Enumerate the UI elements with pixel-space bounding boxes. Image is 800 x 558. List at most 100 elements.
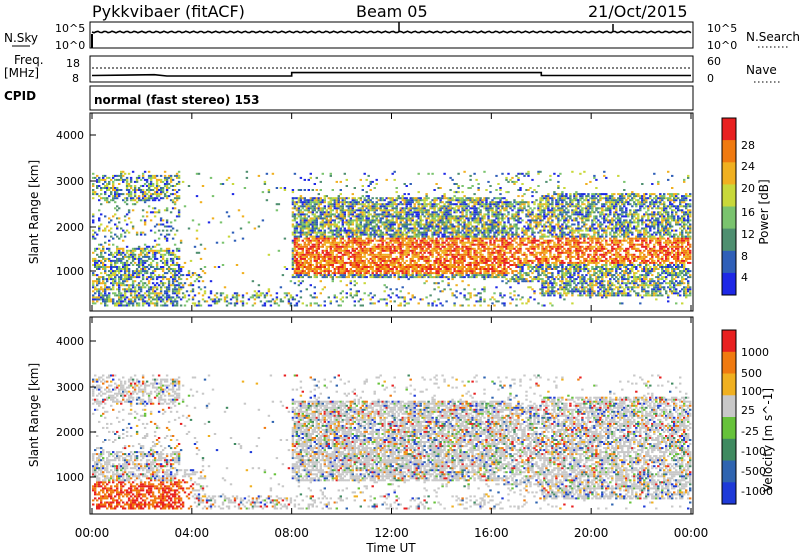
range-gate-cell [408, 268, 410, 270]
range-gate-cell [362, 195, 364, 197]
range-gate-cell [130, 262, 132, 264]
range-gate-cell [296, 217, 298, 219]
range-gate-cell [316, 177, 318, 179]
range-gate-cell [178, 272, 180, 274]
range-gate-cell [354, 197, 356, 199]
range-gate-cell [246, 171, 248, 173]
beam-title: Beam 05 [356, 2, 428, 21]
range-gate-cell [449, 248, 451, 250]
range-gate-cell [94, 232, 96, 234]
range-gate-cell [421, 254, 423, 256]
range-gate-cell [390, 274, 392, 276]
range-gate-cell [186, 300, 188, 302]
range-gate-cell [451, 278, 453, 280]
range-gate-cell [122, 175, 124, 177]
range-gate-cell [469, 254, 471, 256]
range-gate-cell [408, 232, 410, 234]
range-gate-cell [487, 215, 489, 217]
range-gate-cell [493, 228, 495, 230]
range-gate-cell [166, 238, 168, 240]
range-gate-cell [467, 205, 469, 207]
range-gate-cell [356, 248, 358, 250]
range-gate-cell [479, 252, 481, 254]
range-gate-cell [148, 294, 150, 296]
range-gate-cell [144, 221, 146, 223]
range-gate-cell [348, 234, 350, 236]
range-gate-cell [406, 226, 408, 228]
range-gate-cell [104, 284, 106, 286]
range-gate-cell [445, 240, 447, 242]
range-gate-cell [356, 282, 358, 284]
freq-panel-frame [90, 56, 693, 82]
range-gate-cell [108, 183, 110, 185]
range-gate-cell [368, 270, 370, 272]
range-gate-cell [126, 197, 128, 199]
range-gate-cell [142, 298, 144, 300]
range-gate-cell [443, 246, 445, 248]
range-gate-cell [443, 193, 445, 195]
range-gate-cell [314, 209, 316, 211]
range-gate-cell [408, 292, 410, 294]
range-gate-cell [164, 282, 166, 284]
range-gate-cell [100, 260, 102, 262]
range-gate-cell [439, 268, 441, 270]
range-gate-cell [469, 266, 471, 268]
range-gate-cell [130, 292, 132, 294]
range-gate-cell [100, 254, 102, 256]
range-gate-cell [170, 211, 172, 213]
range-gate-cell [296, 221, 298, 223]
range-gate-cell [144, 250, 146, 252]
range-gate-cell [132, 171, 134, 173]
range-gate-cell [463, 294, 465, 296]
range-gate-cell [116, 236, 118, 238]
range-gate-cell [308, 226, 310, 228]
range-gate-cell [176, 191, 178, 193]
range-gate-cell [92, 236, 94, 238]
range-gate-cell [318, 205, 320, 207]
range-gate-cell [479, 296, 481, 298]
range-gate-cell [390, 300, 392, 302]
range-gate-cell [126, 280, 128, 282]
range-gate-cell [479, 248, 481, 250]
range-gate-cell [352, 246, 354, 248]
range-gate-cell [394, 252, 396, 254]
range-gate-cell [386, 217, 388, 219]
range-gate-cell [332, 278, 334, 280]
range-gate-cell [358, 264, 360, 266]
range-gate-cell [300, 260, 302, 262]
range-gate-cell [92, 294, 94, 296]
range-gate-cell [138, 197, 140, 199]
range-gate-cell [164, 236, 166, 238]
range-gate-cell [144, 268, 146, 270]
range-gate-cell [455, 296, 457, 298]
range-gate-cell [483, 290, 485, 292]
range-gate-cell [156, 282, 158, 284]
range-gate-cell [427, 242, 429, 244]
range-gate-cell [463, 201, 465, 203]
range-gate-cell [384, 199, 386, 201]
range-gate-cell [443, 242, 445, 244]
range-gate-cell [489, 205, 491, 207]
range-gate-cell [360, 238, 362, 240]
range-gate-cell [495, 286, 497, 288]
range-gate-cell [154, 284, 156, 286]
range-gate-cell [154, 290, 156, 292]
range-gate-cell [126, 187, 128, 189]
range-gate-cell [246, 177, 248, 179]
range-gate-cell [192, 219, 194, 221]
range-gate-cell [366, 276, 368, 278]
range-gate-cell [146, 248, 148, 250]
range-gate-cell [441, 201, 443, 203]
range-gate-cell [190, 276, 192, 278]
range-gate-cell [162, 298, 164, 300]
range-gate-cell [402, 236, 404, 238]
range-gate-cell [368, 185, 370, 187]
range-gate-cell [110, 264, 112, 266]
range-gate-cell [164, 193, 166, 195]
range-gate-cell [475, 236, 477, 238]
range-gate-cell [98, 226, 100, 228]
range-gate-cell [120, 292, 122, 294]
range-gate-cell [230, 302, 232, 304]
range-gate-cell [404, 262, 406, 264]
range-gate-cell [390, 296, 392, 298]
